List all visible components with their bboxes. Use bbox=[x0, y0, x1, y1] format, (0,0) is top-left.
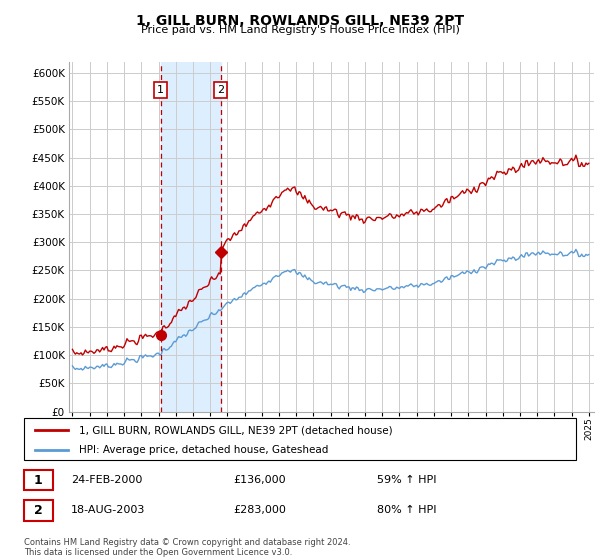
Text: Price paid vs. HM Land Registry's House Price Index (HPI): Price paid vs. HM Land Registry's House … bbox=[140, 25, 460, 35]
FancyBboxPatch shape bbox=[24, 500, 53, 521]
Text: £283,000: £283,000 bbox=[234, 505, 287, 515]
Bar bbox=[161, 62, 221, 412]
FancyBboxPatch shape bbox=[24, 418, 576, 460]
Text: £136,000: £136,000 bbox=[234, 475, 286, 485]
Text: 2: 2 bbox=[34, 504, 43, 517]
Text: 18-AUG-2003: 18-AUG-2003 bbox=[71, 505, 145, 515]
Text: 1: 1 bbox=[34, 474, 43, 487]
Text: Contains HM Land Registry data © Crown copyright and database right 2024.
This d: Contains HM Land Registry data © Crown c… bbox=[24, 538, 350, 557]
Text: 1, GILL BURN, ROWLANDS GILL, NE39 2PT (detached house): 1, GILL BURN, ROWLANDS GILL, NE39 2PT (d… bbox=[79, 425, 393, 435]
Text: 24-FEB-2000: 24-FEB-2000 bbox=[71, 475, 142, 485]
Text: 2: 2 bbox=[217, 85, 224, 95]
Text: HPI: Average price, detached house, Gateshead: HPI: Average price, detached house, Gate… bbox=[79, 445, 329, 455]
Text: 80% ↑ HPI: 80% ↑ HPI bbox=[377, 505, 437, 515]
Text: 59% ↑ HPI: 59% ↑ HPI bbox=[377, 475, 437, 485]
FancyBboxPatch shape bbox=[24, 470, 53, 491]
Text: 1, GILL BURN, ROWLANDS GILL, NE39 2PT: 1, GILL BURN, ROWLANDS GILL, NE39 2PT bbox=[136, 14, 464, 28]
Text: 1: 1 bbox=[157, 85, 164, 95]
